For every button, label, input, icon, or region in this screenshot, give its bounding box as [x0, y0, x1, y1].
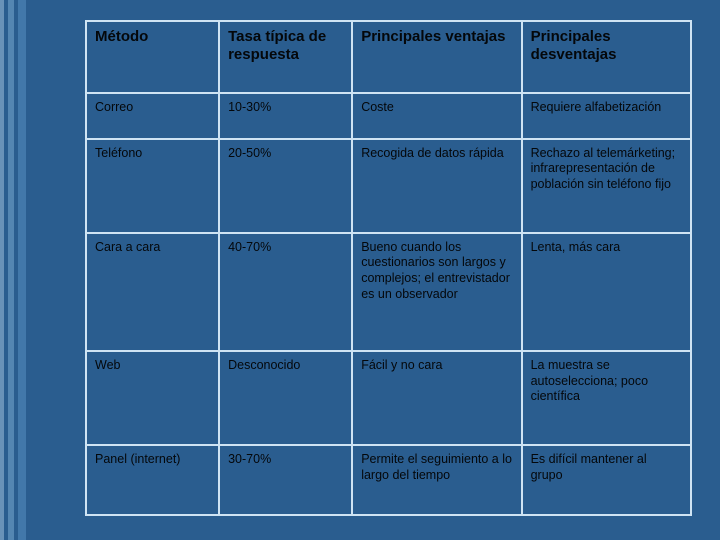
cell-metodo: Teléfono — [86, 139, 219, 233]
col-header-tasa: Tasa típica de respuesta — [219, 21, 352, 93]
table-row: Correo 10-30% Coste Requiere alfabetizac… — [86, 93, 691, 139]
cell-ventajas: Bueno cuando los cuestionarios son largo… — [352, 233, 521, 351]
left-accent-strip — [0, 0, 26, 540]
cell-desventajas: Es difícil mantener al grupo — [522, 445, 691, 515]
cell-desventajas: Requiere alfabetización — [522, 93, 691, 139]
cell-desventajas: La muestra se autoselecciona; poco cient… — [522, 351, 691, 445]
cell-ventajas: Fácil y no cara — [352, 351, 521, 445]
col-header-ventajas: Principales ventajas — [352, 21, 521, 93]
cell-tasa: 20-50% — [219, 139, 352, 233]
cell-ventajas: Permite el seguimiento a lo largo del ti… — [352, 445, 521, 515]
cell-metodo: Web — [86, 351, 219, 445]
cell-desventajas: Lenta, más cara — [522, 233, 691, 351]
table-row: Web Desconocido Fácil y no cara La muest… — [86, 351, 691, 445]
table-row: Panel (internet) 30-70% Permite el segui… — [86, 445, 691, 515]
table-header-row: Método Tasa típica de respuesta Principa… — [86, 21, 691, 93]
cell-metodo: Cara a cara — [86, 233, 219, 351]
slide-background: Método Tasa típica de respuesta Principa… — [0, 0, 720, 540]
cell-ventajas: Recogida de datos rápida — [352, 139, 521, 233]
cell-desventajas: Rechazo al telemárketing; infrarepresent… — [522, 139, 691, 233]
table-row: Teléfono 20-50% Recogida de datos rápida… — [86, 139, 691, 233]
col-header-metodo: Método — [86, 21, 219, 93]
cell-tasa: 40-70% — [219, 233, 352, 351]
table-container: Método Tasa típica de respuesta Principa… — [85, 20, 692, 516]
cell-metodo: Correo — [86, 93, 219, 139]
cell-ventajas: Coste — [352, 93, 521, 139]
cell-tasa: Desconocido — [219, 351, 352, 445]
cell-tasa: 30-70% — [219, 445, 352, 515]
table-row: Cara a cara 40-70% Bueno cuando los cues… — [86, 233, 691, 351]
methods-table: Método Tasa típica de respuesta Principa… — [85, 20, 692, 516]
cell-tasa: 10-30% — [219, 93, 352, 139]
cell-metodo: Panel (internet) — [86, 445, 219, 515]
col-header-desventajas: Principales desventajas — [522, 21, 691, 93]
